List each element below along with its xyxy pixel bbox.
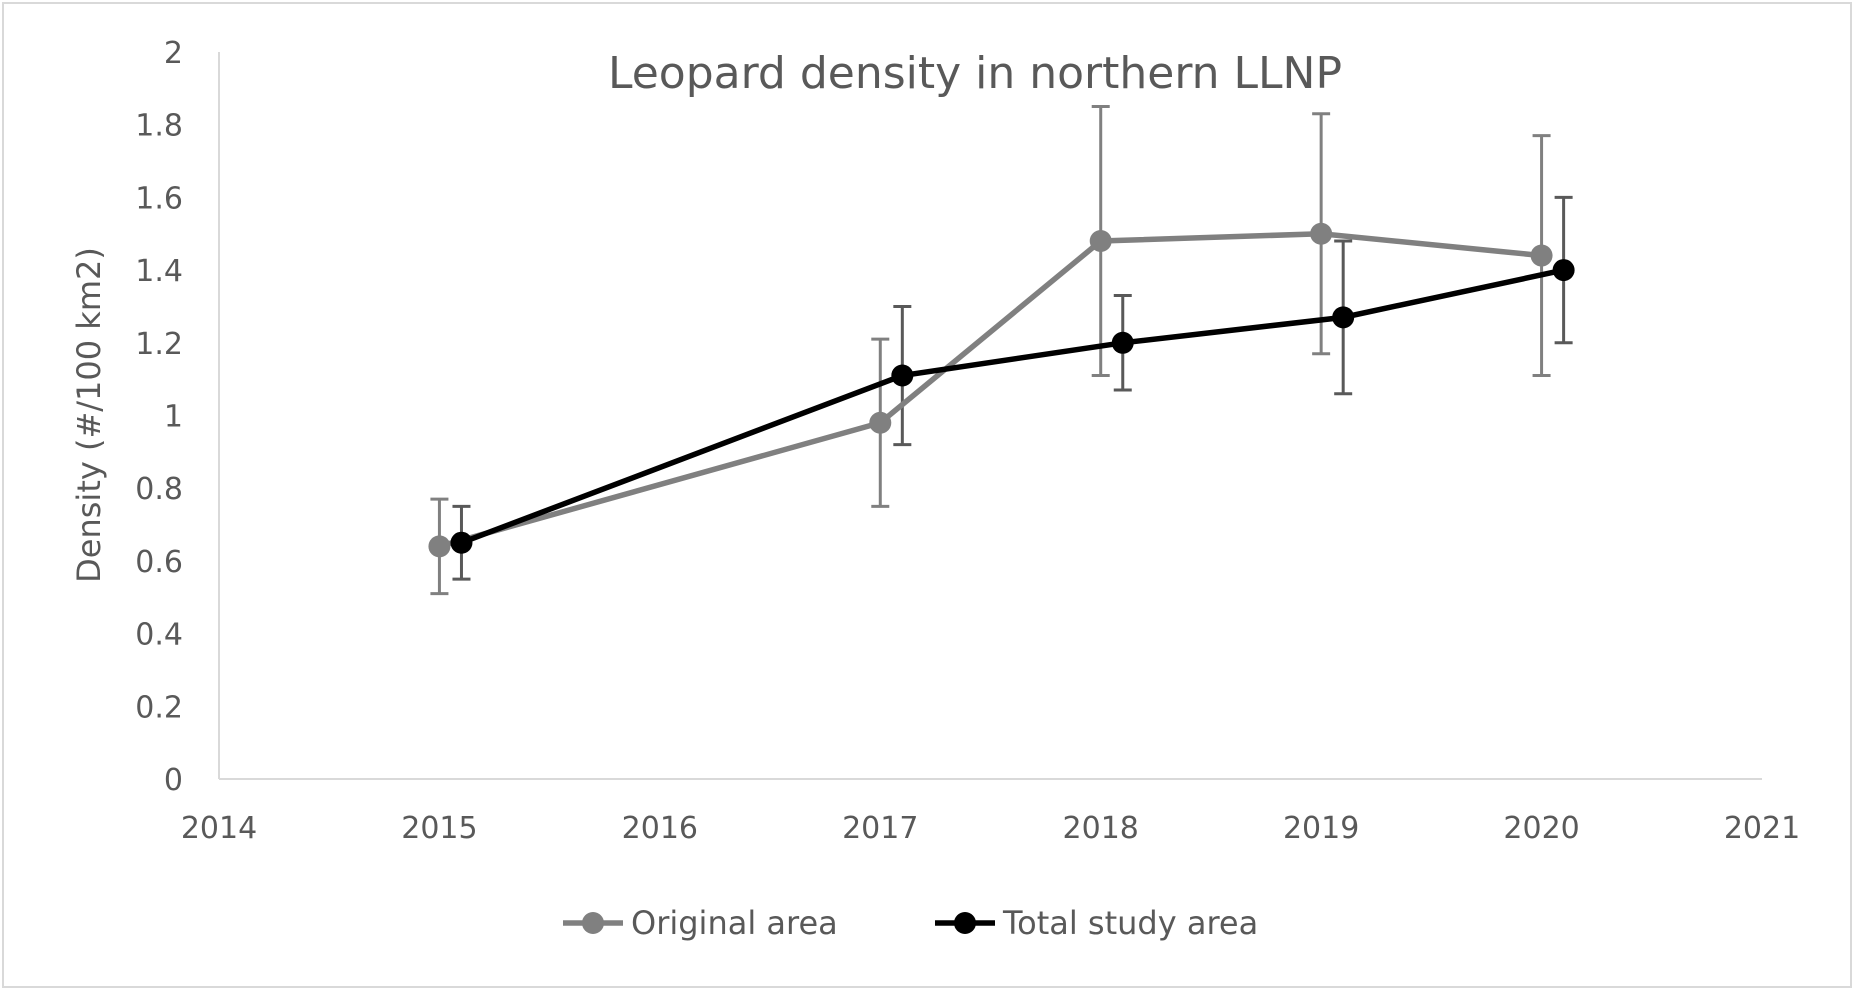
y-axis-label: Density (#/100 km2) — [70, 247, 108, 583]
y-tick-label: 1.8 — [135, 109, 183, 144]
series-line-original — [438, 230, 1542, 550]
data-point — [891, 364, 914, 387]
data-point — [450, 531, 473, 554]
data-point — [869, 411, 892, 434]
data-point — [428, 535, 451, 558]
x-tick-label: 2018 — [1063, 811, 1139, 846]
x-tick-label: 2016 — [622, 811, 698, 846]
legend-label: Original area — [631, 904, 838, 942]
data-point — [1310, 222, 1333, 245]
data-point — [1530, 244, 1553, 267]
legend-marker — [582, 912, 604, 934]
x-tick-label: 2017 — [842, 811, 918, 846]
x-tick-label: 2015 — [401, 811, 477, 846]
x-tick-label: 2020 — [1503, 811, 1579, 846]
legend-marker — [954, 912, 976, 934]
y-tick-label: 1.6 — [135, 181, 183, 216]
chart-title: Leopard density in northern LLNP — [608, 48, 1342, 99]
y-tick-label: 0 — [164, 763, 183, 798]
y-tick-label: 0.8 — [135, 472, 183, 507]
legend-label: Total study area — [1002, 904, 1258, 942]
data-point — [1332, 306, 1355, 329]
x-tick-label: 2021 — [1724, 811, 1800, 846]
x-tick-label: 2014 — [181, 811, 257, 846]
x-tick-label: 2019 — [1283, 811, 1359, 846]
data-point — [1552, 259, 1575, 282]
data-point — [1111, 331, 1134, 354]
y-tick-label: 0.4 — [135, 618, 183, 653]
y-tick-label: 0.6 — [135, 545, 183, 580]
y-tick-label: 1.2 — [135, 327, 183, 362]
y-tick-label: 1 — [164, 400, 183, 435]
data-point — [1089, 230, 1112, 253]
y-tick-label: 2 — [164, 36, 183, 71]
y-tick-label: 0.2 — [135, 690, 183, 725]
y-tick-label: 1.4 — [135, 254, 183, 289]
